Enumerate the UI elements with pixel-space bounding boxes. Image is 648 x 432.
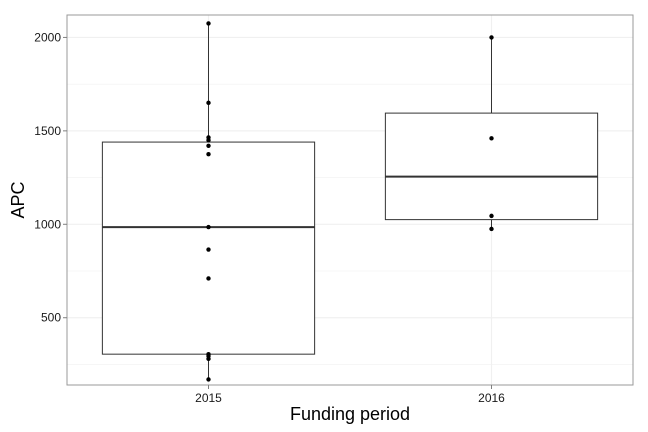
data-point bbox=[206, 377, 211, 382]
x-tick-label: 2015 bbox=[195, 391, 222, 405]
x-tick-label: 2016 bbox=[478, 391, 505, 405]
y-tick-label: 1000 bbox=[34, 217, 61, 231]
data-point bbox=[206, 356, 211, 362]
data-point bbox=[206, 152, 211, 157]
data-point bbox=[489, 35, 494, 40]
data-point bbox=[206, 224, 211, 230]
data-point bbox=[206, 138, 211, 143]
panel-border bbox=[66, 14, 634, 386]
data-point bbox=[489, 226, 494, 232]
box-2016 bbox=[384, 112, 599, 221]
x-axis-ticks: 2015 2016 bbox=[195, 385, 505, 405]
data-point bbox=[206, 100, 211, 106]
data-point bbox=[206, 276, 211, 281]
data-point bbox=[206, 21, 211, 26]
data-point bbox=[489, 136, 494, 141]
y-tick-label: 500 bbox=[41, 311, 61, 325]
data-point bbox=[489, 213, 494, 219]
y-axis-title: APC bbox=[8, 181, 28, 218]
y-axis-ticks: 500 1000 1500 2000 bbox=[34, 30, 67, 325]
y-tick-label: 2000 bbox=[34, 30, 61, 44]
data-point bbox=[206, 247, 211, 252]
data-point bbox=[206, 143, 211, 149]
y-tick-label: 1500 bbox=[34, 124, 61, 138]
points-layer bbox=[206, 21, 494, 382]
x-axis-title: Funding period bbox=[290, 404, 410, 424]
